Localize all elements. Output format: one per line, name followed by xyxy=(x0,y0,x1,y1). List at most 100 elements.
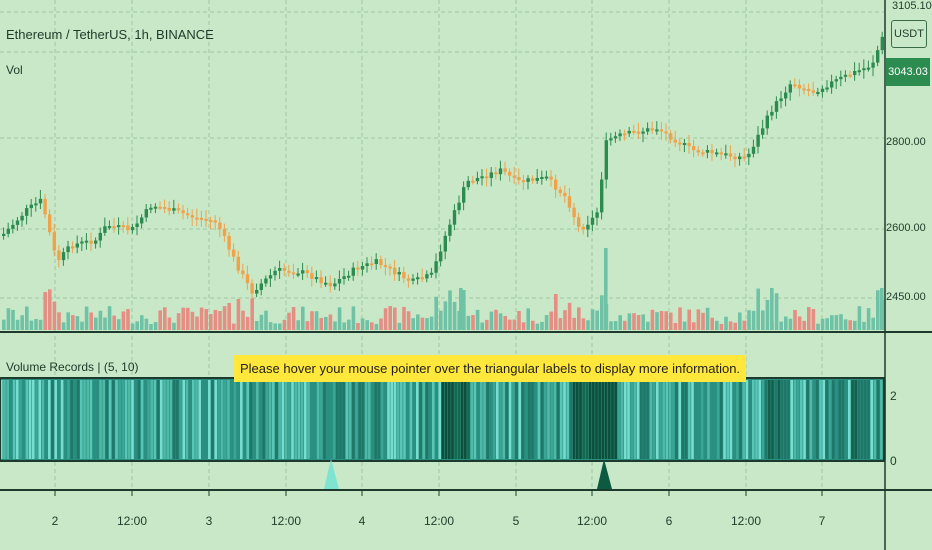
candle-body[interactable] xyxy=(572,207,576,218)
candle-body[interactable] xyxy=(623,133,627,136)
candle-body[interactable] xyxy=(406,278,411,281)
candle-body[interactable] xyxy=(779,98,783,102)
candle-body[interactable] xyxy=(204,218,208,221)
candle-body[interactable] xyxy=(158,206,162,209)
candle-body[interactable] xyxy=(34,203,38,206)
candle-body[interactable] xyxy=(517,177,521,181)
triangle-marker-dark[interactable] xyxy=(597,459,612,489)
candle-body[interactable] xyxy=(554,179,558,190)
candle-body[interactable] xyxy=(89,240,93,244)
candle-body[interactable] xyxy=(742,156,746,159)
candle-body[interactable] xyxy=(600,179,604,213)
candle-body[interactable] xyxy=(245,274,250,284)
candle-body[interactable] xyxy=(393,267,397,275)
candle-body[interactable] xyxy=(705,150,710,153)
candle-body[interactable] xyxy=(738,156,742,160)
candle-body[interactable] xyxy=(342,276,346,279)
candle-body[interactable] xyxy=(370,263,374,266)
candle-body[interactable] xyxy=(756,134,760,147)
candle-body[interactable] xyxy=(84,240,89,243)
candle-body[interactable] xyxy=(144,209,148,218)
candle-body[interactable] xyxy=(443,235,447,252)
candle-body[interactable] xyxy=(181,210,185,214)
candle-body[interactable] xyxy=(241,270,245,275)
candle-body[interactable] xyxy=(6,228,10,234)
candle-body[interactable] xyxy=(232,249,236,257)
candle-body[interactable] xyxy=(655,129,659,132)
candle-body[interactable] xyxy=(696,150,700,153)
candle-body[interactable] xyxy=(641,131,645,134)
candle-body[interactable] xyxy=(586,224,590,230)
candle-body[interactable] xyxy=(784,92,788,99)
candle-body[interactable] xyxy=(604,140,608,180)
candle-body[interactable] xyxy=(659,129,664,132)
candle-body[interactable] xyxy=(733,156,737,160)
candle-body[interactable] xyxy=(167,207,171,211)
candle-body[interactable] xyxy=(549,176,553,180)
candle-body[interactable] xyxy=(811,90,815,93)
candle-body[interactable] xyxy=(751,146,756,154)
candle-body[interactable] xyxy=(130,227,135,231)
candle-body[interactable] xyxy=(853,70,857,76)
candle-body[interactable] xyxy=(687,143,691,147)
candle-body[interactable] xyxy=(498,168,503,175)
candle-body[interactable] xyxy=(107,226,112,229)
candle-body[interactable] xyxy=(590,217,595,225)
candle-body[interactable] xyxy=(480,176,484,179)
indicator-title[interactable]: Volume Records | (5, 10) xyxy=(6,360,139,374)
volume-records-indicator[interactable] xyxy=(0,377,886,462)
candle-body[interactable] xyxy=(199,217,204,220)
candle-body[interactable] xyxy=(149,207,153,210)
candle-body[interactable] xyxy=(866,67,871,70)
candle-body[interactable] xyxy=(411,278,415,281)
candle-body[interactable] xyxy=(664,131,668,134)
candle-body[interactable] xyxy=(278,268,282,271)
candle-body[interactable] xyxy=(52,232,56,251)
candle-body[interactable] xyxy=(613,136,618,139)
candle-body[interactable] xyxy=(236,256,240,271)
candle-body[interactable] xyxy=(701,152,705,155)
candle-body[interactable] xyxy=(563,192,567,197)
candle-body[interactable] xyxy=(807,88,811,91)
candle-body[interactable] xyxy=(448,224,452,236)
candle-body[interactable] xyxy=(816,91,820,94)
candle-body[interactable] xyxy=(172,208,176,211)
candle-body[interactable] xyxy=(765,115,769,129)
candle-body[interactable] xyxy=(544,176,549,179)
triangle-marker-light[interactable] xyxy=(324,459,339,489)
candle-body[interactable] xyxy=(834,79,838,82)
candle-body[interactable] xyxy=(526,178,530,182)
candle-body[interactable] xyxy=(264,278,268,284)
candle-body[interactable] xyxy=(71,246,75,249)
candle-body[interactable] xyxy=(439,251,443,262)
candle-body[interactable] xyxy=(618,133,622,137)
candle-body[interactable] xyxy=(788,84,792,93)
candle-body[interactable] xyxy=(153,206,158,209)
candle-body[interactable] xyxy=(728,153,733,157)
candle-body[interactable] xyxy=(802,88,806,91)
candle-body[interactable] xyxy=(227,236,231,250)
candle-body[interactable] xyxy=(397,272,401,275)
candle-body[interactable] xyxy=(140,217,144,224)
candle-body[interactable] xyxy=(402,272,406,279)
candle-body[interactable] xyxy=(121,225,125,228)
candle-body[interactable] xyxy=(871,62,875,68)
candle-body[interactable] xyxy=(761,128,765,135)
candle-body[interactable] xyxy=(567,196,572,208)
candle-body[interactable] xyxy=(333,283,337,287)
candle-body[interactable] xyxy=(577,217,581,227)
candle-body[interactable] xyxy=(20,215,24,221)
candle-body[interactable] xyxy=(825,87,829,90)
candle-body[interactable] xyxy=(209,220,213,223)
candle-body[interactable] xyxy=(843,74,848,77)
candle-body[interactable] xyxy=(351,267,355,276)
candle-body[interactable] xyxy=(163,206,167,209)
candle-body[interactable] xyxy=(650,128,654,131)
candle-body[interactable] xyxy=(337,278,342,284)
candle-body[interactable] xyxy=(66,246,70,253)
candle-body[interactable] xyxy=(857,70,861,73)
candle-body[interactable] xyxy=(273,270,277,276)
candle-body[interactable] xyxy=(383,265,388,268)
candle-body[interactable] xyxy=(374,259,378,265)
